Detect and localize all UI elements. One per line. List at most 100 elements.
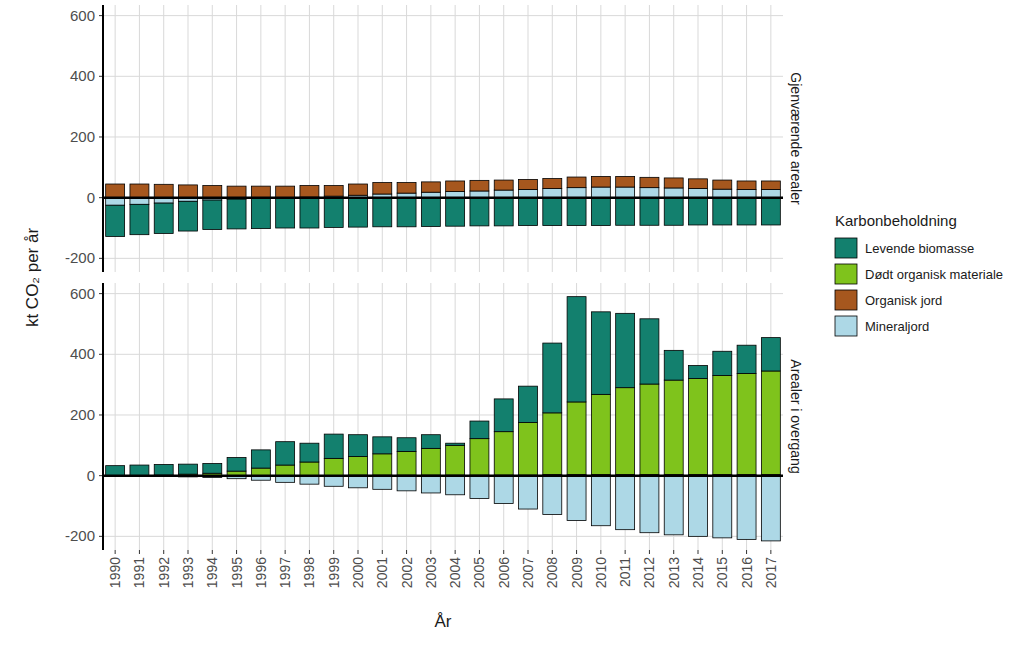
panel-background: [103, 283, 783, 550]
bar-segment: [616, 176, 635, 187]
bar-segment: [567, 297, 586, 402]
bar-segment: [300, 198, 319, 228]
bar-segment: [446, 198, 465, 227]
x-tick: [163, 550, 164, 554]
x-grid-line: [358, 5, 359, 272]
bar-segment: [591, 198, 610, 226]
zero-line: [103, 196, 783, 199]
x-tick: [333, 550, 334, 554]
y-tick-label: 0: [87, 467, 95, 484]
bar-segment: [373, 198, 392, 227]
bar-segment: [664, 476, 683, 535]
x-tick-label: 1996: [253, 557, 269, 588]
chart: -2000200400600Gjenværende arealer-200020…: [0, 0, 1024, 653]
bar-segment: [640, 177, 659, 187]
panel-title: Gjenværende arealer: [788, 72, 804, 205]
x-tick-label: 2000: [350, 557, 366, 588]
bar-segment: [567, 402, 586, 475]
x-grid-line: [309, 5, 310, 272]
bar-segment: [713, 351, 732, 375]
bar-segment: [689, 198, 708, 225]
x-tick-label: 1991: [131, 557, 147, 588]
bar-segment: [179, 201, 198, 231]
bar-segment: [664, 188, 683, 198]
bar-segment: [251, 186, 270, 187]
x-tick-label: 1995: [229, 557, 245, 588]
x-tick-label: 2004: [447, 557, 463, 588]
x-tick: [309, 550, 310, 554]
x-tick: [430, 550, 431, 554]
y-grid-line: [103, 197, 783, 198]
bar-segment: [276, 465, 295, 476]
bar-segment: [227, 186, 246, 198]
panel: -2000200400600Gjenværende arealer: [65, 5, 804, 272]
bar-segment: [203, 464, 222, 474]
panel-background: [103, 5, 783, 272]
bar-segment: [446, 180, 465, 181]
bar-segment: [276, 186, 295, 187]
y-grid-line: [103, 293, 783, 294]
x-tick-label: 2001: [374, 557, 390, 588]
x-grid-line: [382, 283, 383, 550]
x-tick-label: 2013: [666, 557, 682, 588]
x-tick: [358, 550, 359, 554]
x-grid-line: [770, 5, 771, 272]
bar-segment: [713, 180, 732, 181]
bar-segment: [251, 450, 270, 468]
bar-segment: [664, 198, 683, 226]
bar-segment: [737, 180, 756, 181]
x-grid-line: [503, 5, 504, 272]
y-tick-label: 0: [87, 189, 95, 206]
bar-segment: [543, 179, 562, 189]
bar-segment: [397, 182, 416, 193]
bar-segment: [446, 181, 465, 192]
x-grid-line: [212, 283, 213, 550]
x-grid-line: [309, 283, 310, 550]
x-grid-line: [552, 5, 553, 272]
bar-segment: [130, 184, 149, 185]
legend-key: [835, 316, 857, 336]
x-grid-line: [649, 5, 650, 272]
bar-segment: [713, 180, 732, 189]
bar-segment: [300, 476, 319, 484]
x-grid-line: [260, 283, 261, 550]
y-axis-title: kt CO₂ per år: [23, 228, 42, 328]
bar-segment: [567, 177, 586, 178]
bar-segment: [106, 184, 125, 185]
bar-segment: [179, 185, 198, 198]
x-tick: [115, 550, 116, 554]
bar-segment: [324, 476, 343, 487]
bar-segment: [689, 476, 708, 537]
x-tick: [503, 550, 504, 554]
bar-segment: [713, 476, 732, 538]
bar-segment: [421, 181, 440, 182]
x-tick: [698, 550, 699, 554]
bar-segment: [276, 442, 295, 465]
y-grid-line: [103, 136, 783, 137]
bar-segment: [591, 476, 610, 526]
y-grid-line: [103, 536, 783, 537]
y-tick-label: 400: [70, 67, 95, 84]
bar-segment: [421, 182, 440, 192]
bar-segment: [324, 185, 343, 186]
bar-segment: [543, 476, 562, 515]
x-tick: [673, 550, 674, 554]
x-grid-line: [673, 5, 674, 272]
x-grid-line: [115, 283, 116, 550]
bar-segment: [543, 189, 562, 198]
x-tick: [746, 550, 747, 554]
bar-segment: [397, 198, 416, 227]
bar-segment: [446, 445, 465, 475]
x-tick: [479, 550, 480, 554]
y-tick-label: 600: [70, 7, 95, 24]
bar-segment: [591, 176, 610, 177]
x-tick: [649, 550, 650, 554]
x-grid-line: [406, 283, 407, 550]
bar-segment: [130, 184, 149, 198]
x-grid-line: [236, 283, 237, 550]
bar-segment: [203, 186, 222, 198]
bar-segment: [154, 184, 173, 185]
bar-segment: [664, 350, 683, 380]
x-tick-label: 2003: [423, 557, 439, 588]
bar-segment: [761, 371, 780, 474]
